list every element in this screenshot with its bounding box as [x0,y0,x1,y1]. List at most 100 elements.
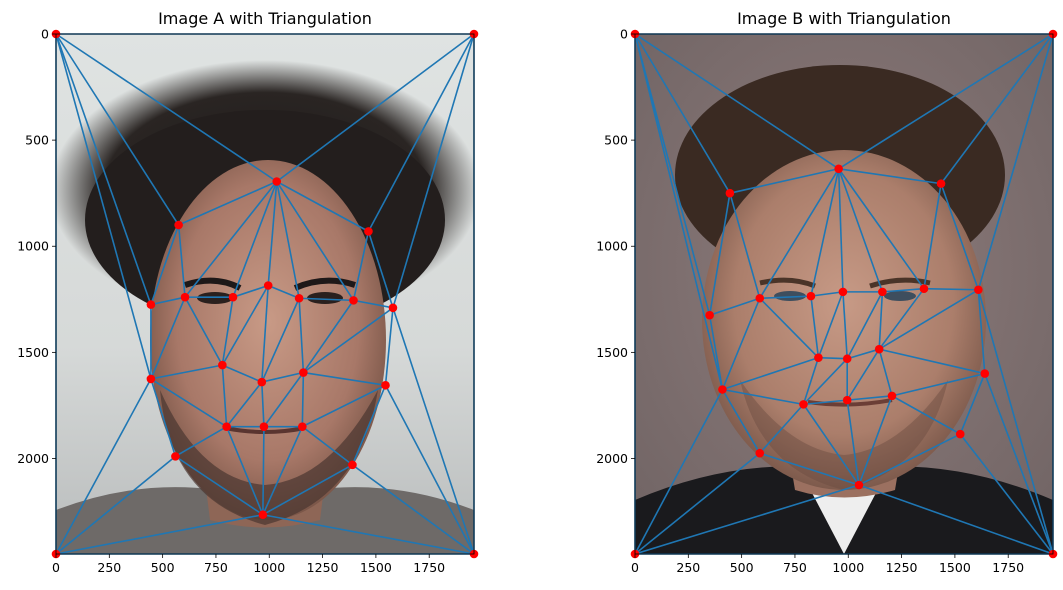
triangulation-edge [299,297,354,302]
x-tick-label: 0 [52,560,60,575]
x-tick-label: 1750 [413,560,445,575]
x-tick-label: 1250 [307,560,339,575]
landmark-point [257,377,267,387]
triangulation-edge [262,513,475,555]
landmark-point [299,368,308,377]
triangulation-edge [729,192,761,299]
triangulation-edge [150,378,228,428]
triangulation-edge [351,464,475,555]
triangulation-edge [150,378,177,457]
triangulation-edge [150,296,186,306]
triangulation-edge [634,389,724,555]
triangulation-edge [232,181,278,298]
landmark-point [298,422,307,431]
triangulation-edge [302,307,394,374]
triangulation-edge [262,426,304,516]
triangulation-edge [302,299,355,373]
triangulation-edge [878,291,884,350]
y-tick-label: 1000 [596,239,628,254]
triangulation-edge [301,426,353,466]
triangulation-edge [810,168,840,297]
landmark-point [955,429,965,439]
triangulation-edge [959,373,986,435]
landmark-point [218,360,227,370]
triangulation-edge [55,455,176,555]
landmark-point [171,452,180,461]
triangulation-edge [298,298,305,373]
landmark-point [799,400,808,409]
triangulation-edge [150,224,180,305]
triangulation-edge [222,364,263,383]
triangulation-edge [178,180,278,226]
panel-image-a: Image A with Triangulation 0 250 [17,9,479,575]
triangulation-edge [959,433,1054,555]
triangulation-edge [276,33,475,183]
landmark-point [718,385,727,394]
triangulation-edge [262,426,265,515]
chart-title: Image B with Triangulation [737,9,951,28]
triangulation-edge [846,348,880,360]
triangulation-edge [759,452,860,486]
triangulation-edge [262,464,353,516]
photo-image-a [56,34,474,554]
y-tick-label: 500 [604,133,628,148]
triangulation-edge [55,513,264,555]
triangulation-edge [301,372,305,427]
landmark-point [294,293,304,303]
triangulation-edge [353,299,394,309]
triangulation-edge [634,33,724,390]
triangulation-edge [722,356,819,391]
x-tick-label: 1750 [992,560,1024,575]
triangulation-edge [891,372,985,397]
triangulation-edge [150,296,186,380]
landmark-point [936,179,946,188]
triangulation-edge [55,33,152,305]
triangulation-edge [351,384,387,466]
triangulation-edge [708,193,731,316]
triangulation-edge [721,297,761,390]
landmark-point [980,369,990,378]
triangulation-edge [858,395,893,486]
triangulation-edge [940,183,980,291]
y-tick-label: 2000 [596,451,628,466]
y-tick-label: 1500 [596,345,628,360]
triangulation-edge [837,168,844,292]
landmark-point [222,422,231,431]
triangulation-edge [847,395,893,401]
triangulation-edge [261,371,304,383]
triangulation-edge [221,285,269,366]
triangulation-edge [232,284,269,298]
triangulation-edge [878,288,925,350]
landmark-point [874,344,884,354]
triangulation-edge [977,289,1054,555]
triangulation-edge [802,403,860,486]
triangulation-edge [261,382,265,427]
triangulation-edge [891,395,961,435]
landmark-points [630,29,1058,559]
axes-frame [55,33,475,555]
y-tick-label: 1000 [17,239,49,254]
landmark-point [755,448,765,458]
triangulation-mesh [634,33,1054,555]
landmark-point [146,300,156,309]
triangulation-edge [803,399,848,406]
x-tick-label: 1250 [886,560,918,575]
triangulation-edge [879,348,985,375]
landmark-point [878,287,887,297]
triangulation-edge [722,388,804,406]
triangulation-edge [729,167,839,194]
triangulation-edge [759,295,811,300]
x-tick-label: 250 [676,560,700,575]
y-tick-label: 500 [25,133,49,148]
x-tick-label: 1500 [360,560,392,575]
landmark-point [228,292,238,302]
landmark-point [272,177,282,186]
landmark-point [755,293,765,303]
triangulation-edge [225,381,263,428]
landmark-point [174,220,183,230]
triangulation-edge [923,183,942,289]
triangulation-edge [817,291,844,358]
triangulation-edge [384,307,394,386]
triangulation-edge [301,384,386,428]
